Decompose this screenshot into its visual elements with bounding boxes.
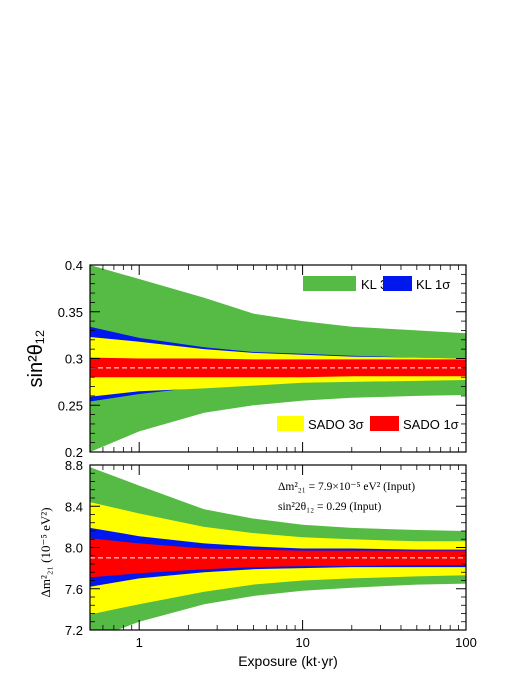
bottom-y-tick-label: 8.4 [65, 499, 83, 514]
top-y-tick-label: 0.4 [65, 258, 83, 273]
legend-swatch-sado-1 [370, 416, 399, 431]
annotation-sin2: sin²2θ₁₂ = 0.29 (Input) [278, 501, 381, 513]
bottom-y-tick-label: 7.2 [65, 623, 83, 638]
x-tick-label: 1 [136, 635, 143, 650]
legend-swatch-kl-3 [303, 276, 356, 291]
top-y-tick-label: 0.25 [58, 398, 83, 413]
legend-label: SADO 3σ [308, 417, 364, 432]
top-y-tick-label: 0.2 [65, 445, 83, 460]
x-axis-title: Exposure (kt·yr) [238, 653, 338, 669]
bottom-plot-area [90, 467, 466, 630]
top-y-tick-label: 0.3 [65, 352, 83, 367]
legend-swatch-sado-3 [277, 416, 304, 431]
legend-swatch-kl-1 [383, 276, 412, 291]
legend-label: SADO 1σ [403, 417, 459, 432]
bottom-y-tick-label: 8.8 [65, 458, 83, 473]
top-y-tick-label: 0.35 [58, 305, 83, 320]
x-tick-label: 10 [295, 635, 309, 650]
top-plot-area [90, 265, 466, 452]
annotation-delta-m2: Δm²₂₁ = 7.9×10⁻⁵ eV² (Input) [278, 481, 415, 493]
bottom-y-tick-label: 8.0 [65, 541, 83, 556]
bottom-y-tick-label: 7.6 [65, 582, 83, 597]
bottom-y-axis-title: Δm²₂₁ (10⁻⁵ eV²) [38, 507, 53, 597]
legend-label: KL 1σ [416, 277, 450, 292]
top-y-axis-title: sin²θ₁₂ [25, 330, 47, 388]
x-tick-label: 100 [455, 635, 477, 650]
bottom-panel: 7.2 7.6 8.0 8.4 8.8 1 10 100 Exposure (kt·yr) Δm²… [38, 458, 477, 669]
